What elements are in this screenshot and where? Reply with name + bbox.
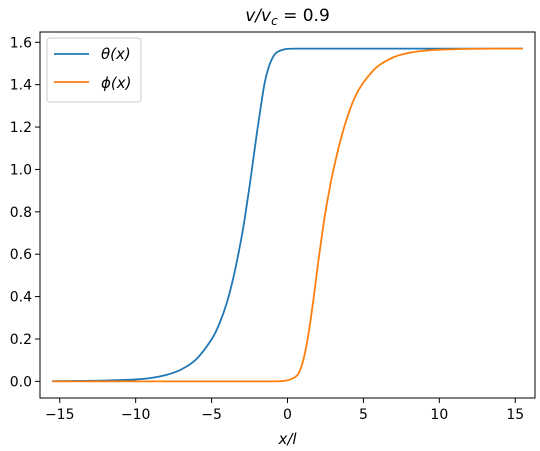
series-line-theta [52,47,523,383]
y-tick-label: 1.2 [10,120,32,136]
title-equals: = 0.9 [278,6,330,26]
x-tick-label: −15 [45,407,75,423]
x-tick-label: 15 [506,407,524,423]
legend: θ(x) ϕ(x) [46,37,142,103]
x-tick-label: 0 [283,407,292,423]
legend-label-phi: ϕ(x) [101,74,131,92]
ticks-layer: −15 −10 −5 0 5 10 15 0.0 0.2 0.4 0.6 0.8 1.0 1.2 1.4 1.… [10,35,524,423]
series-line-phi [52,47,523,383]
x-axis-label: x/l [277,430,297,448]
x-tick-label: 5 [359,407,368,423]
y-tick-label: 0.4 [10,290,32,306]
legend-label-theta: θ(x) [101,45,131,63]
x-tick-label: 10 [430,407,448,423]
y-tick-label: 0.6 [10,247,32,263]
y-tick-label: 0.0 [10,374,32,390]
title-vc-sub: c [271,14,278,28]
title-slash: / [253,6,263,26]
x-tick-label: −5 [201,407,222,423]
series-layer [52,47,523,383]
y-tick-label: 1.6 [10,35,32,51]
axes-frame [39,31,536,399]
y-tick-label: 0.8 [10,205,32,221]
title-v: v [245,6,256,26]
y-tick-label: 1.0 [10,162,32,178]
x-tick-label: −10 [121,407,151,423]
y-tick-label: 0.2 [10,332,32,348]
title-vc-base: v [261,6,272,26]
chart-title: v/vc = 0.9 [245,6,330,28]
y-tick-label: 1.4 [10,78,32,94]
